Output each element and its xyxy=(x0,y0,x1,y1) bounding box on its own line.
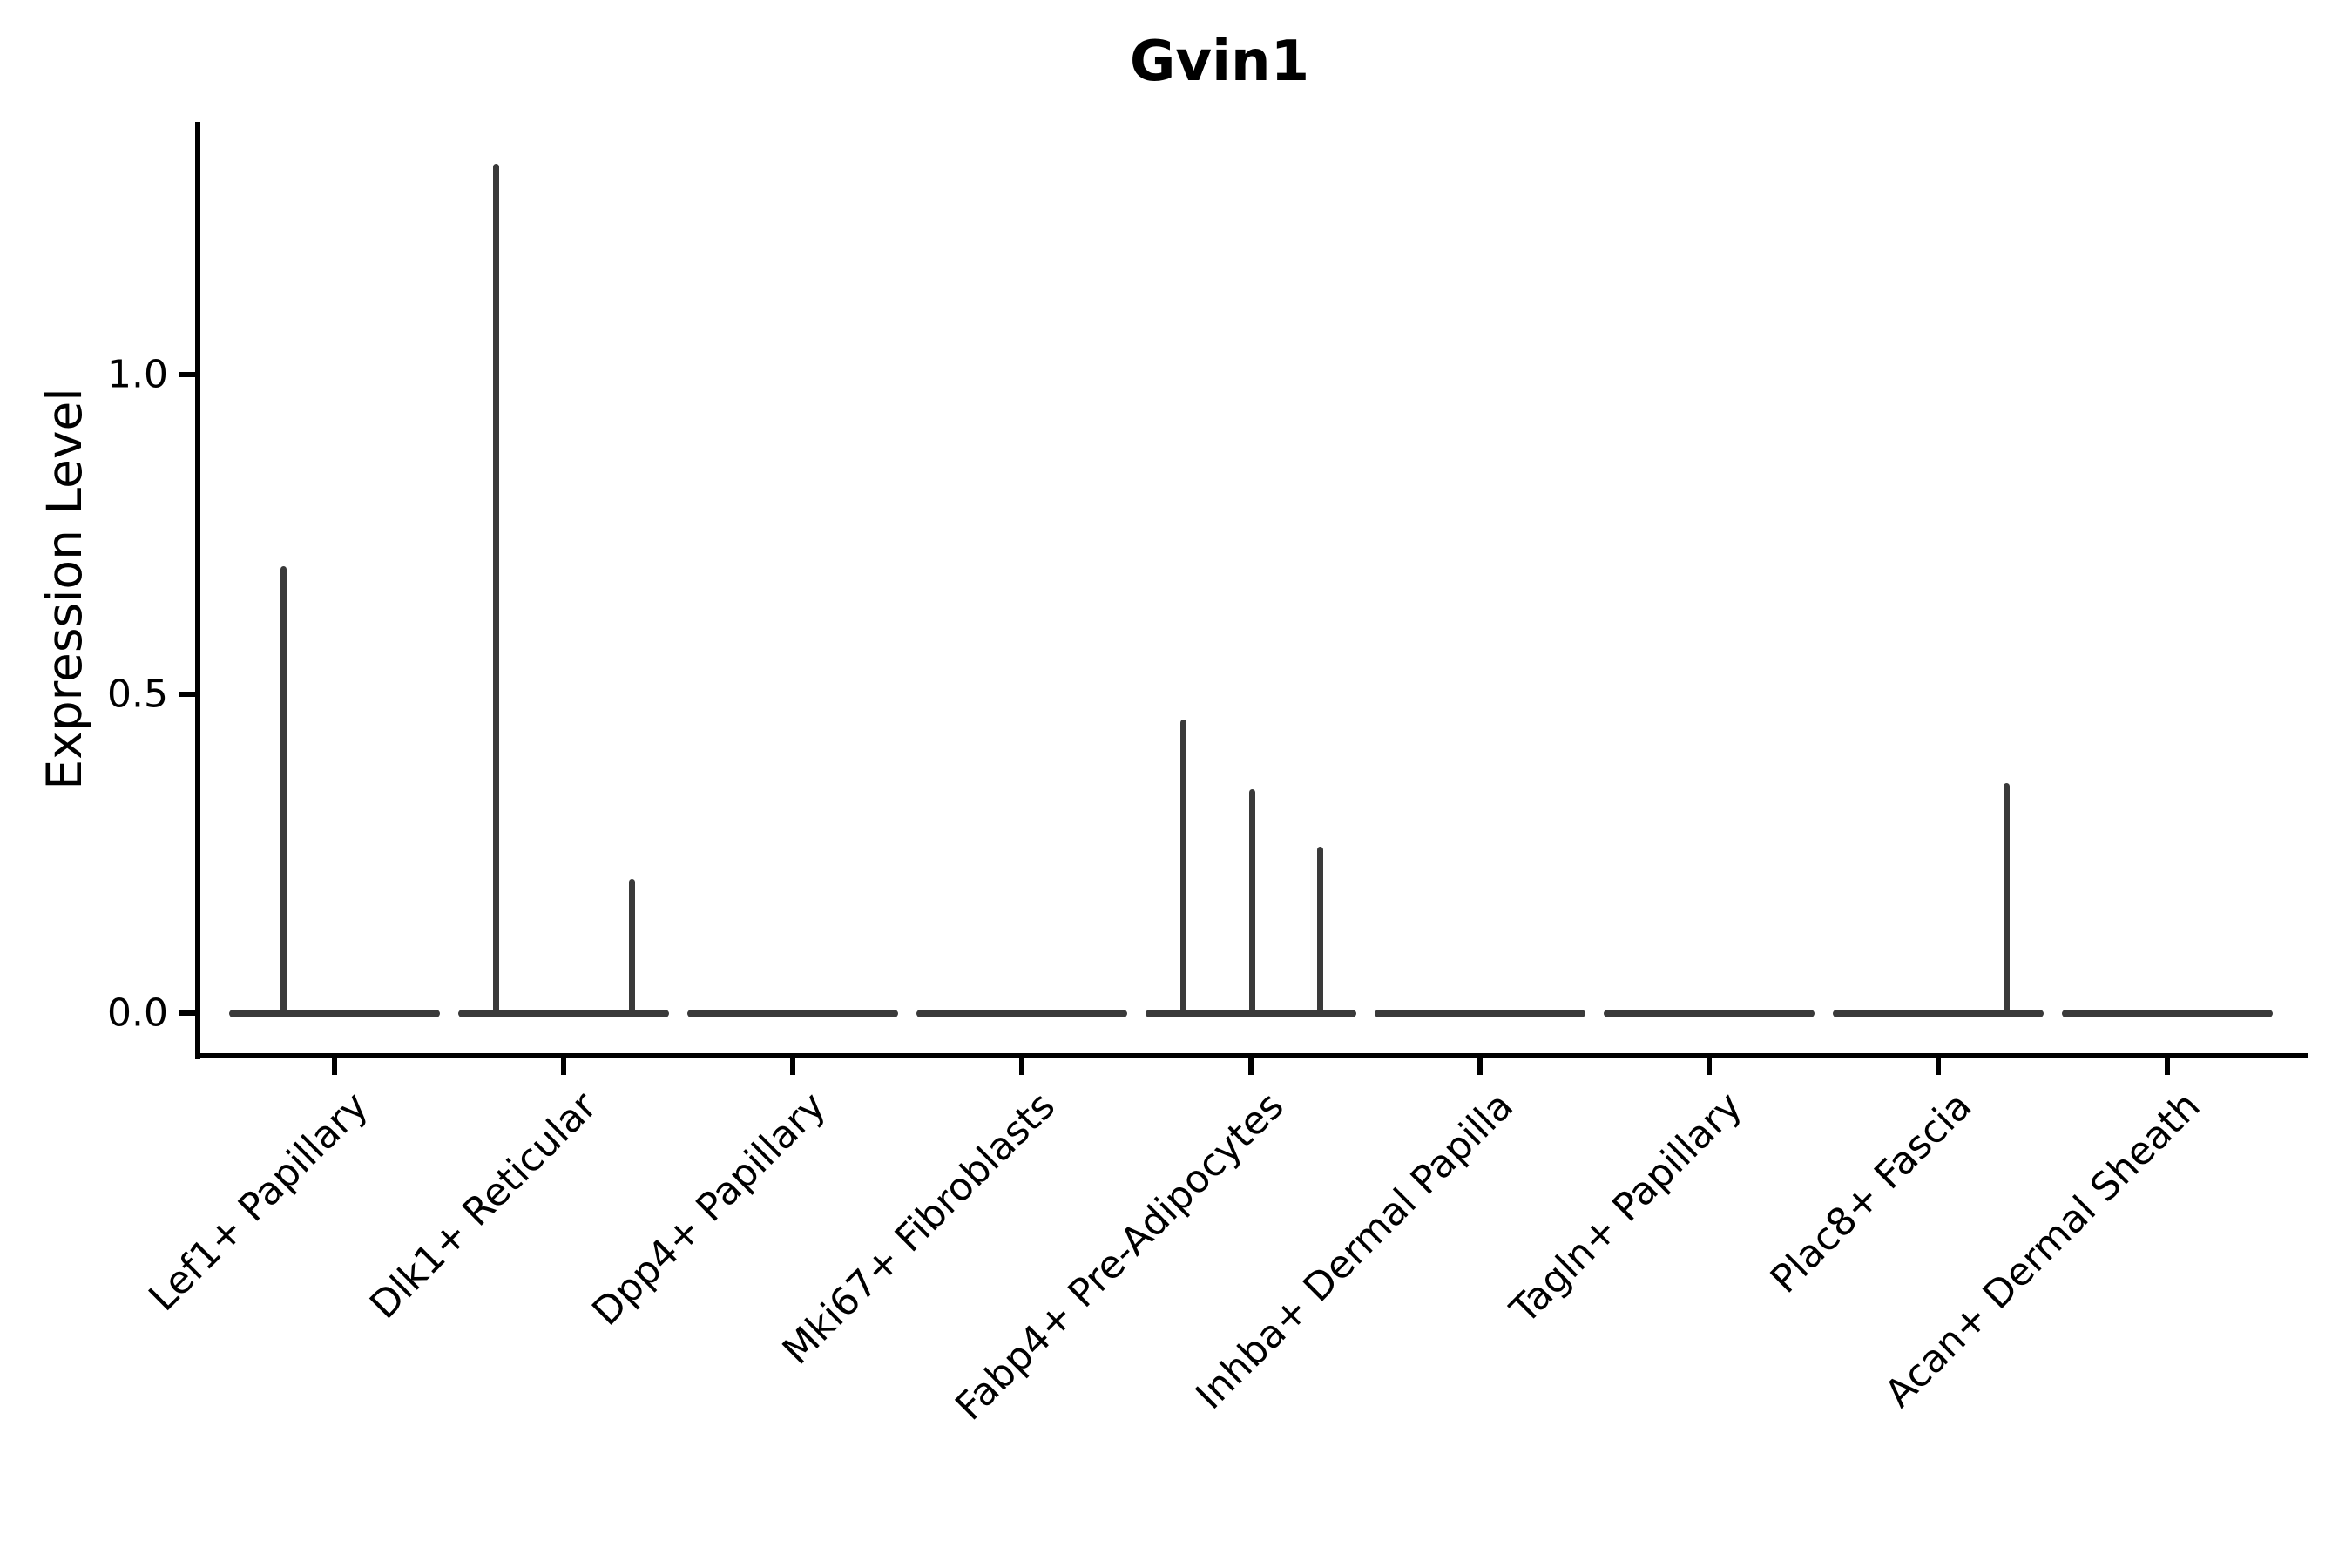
x-tick-mark xyxy=(1707,1058,1712,1075)
y-axis-label: Expression Level xyxy=(37,388,92,790)
violin-baseline xyxy=(458,1009,669,1017)
violin-baseline xyxy=(1833,1009,2044,1017)
x-tick-mark xyxy=(332,1058,337,1075)
y-tick-mark xyxy=(179,691,198,697)
x-tick-label: Dpp4+ Papillary xyxy=(584,1084,835,1335)
y-tick-mark xyxy=(179,1010,198,1016)
violin-spike xyxy=(1317,847,1324,1017)
chart-title: Gvin1 xyxy=(1129,30,1310,94)
x-tick-label: Plac8+ Fascia xyxy=(1761,1084,1981,1302)
y-tick-label: 0.0 xyxy=(107,990,168,1036)
violin-baseline xyxy=(916,1009,1127,1017)
y-tick-label: 0.5 xyxy=(107,672,168,716)
violin-baseline xyxy=(1604,1009,1815,1017)
violin-spike xyxy=(2004,783,2011,1017)
x-tick-label: Lef1+ Papillary xyxy=(139,1084,377,1321)
violin-baseline xyxy=(687,1009,898,1017)
violin-spike xyxy=(1180,719,1187,1017)
x-tick-mark xyxy=(561,1058,566,1075)
y-tick-mark xyxy=(179,372,198,377)
violin-baseline xyxy=(229,1009,440,1017)
violin-spike xyxy=(1248,789,1255,1017)
x-tick-mark xyxy=(2165,1058,2170,1075)
x-tick-label: Tagln+ Papillary xyxy=(1502,1084,1752,1333)
y-axis-spine xyxy=(195,122,200,1059)
x-tick-mark xyxy=(1019,1058,1024,1075)
violin-baseline xyxy=(2062,1009,2273,1017)
x-tick-mark xyxy=(1477,1058,1483,1075)
violin-baseline xyxy=(1375,1009,1585,1017)
x-tick-mark xyxy=(1936,1058,1941,1075)
violin-spike xyxy=(493,164,500,1017)
x-tick-label: Dlk1+ Reticular xyxy=(362,1084,606,1328)
y-tick-label: 1.0 xyxy=(107,352,168,397)
x-axis-spine xyxy=(195,1053,2308,1058)
violin-spike xyxy=(629,879,636,1017)
violin-spike xyxy=(280,565,287,1017)
x-tick-mark xyxy=(1248,1058,1254,1075)
x-tick-mark xyxy=(790,1058,795,1075)
